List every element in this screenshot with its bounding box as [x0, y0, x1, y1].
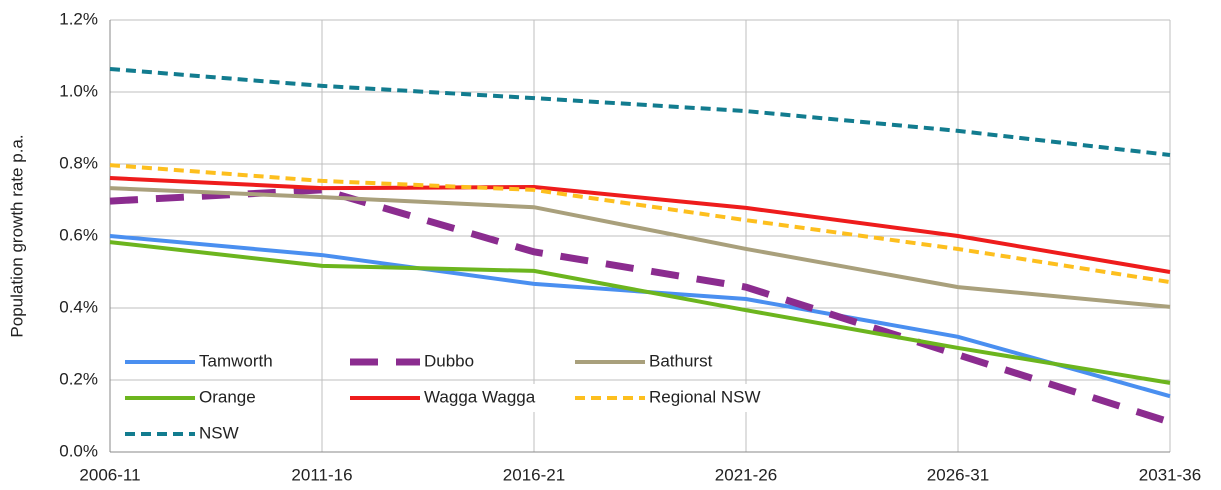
series-line	[109, 66, 1171, 157]
legend-label: Bathurst	[649, 351, 713, 370]
x-tick-label: 2021-26	[715, 465, 777, 484]
legend-label: Orange	[199, 387, 256, 406]
y-tick-label: 0.4%	[59, 297, 98, 316]
y-tick-label: 0.0%	[59, 441, 98, 460]
series-line	[109, 176, 1171, 274]
y-tick-label: 1.0%	[59, 81, 98, 100]
x-tick-label: 2016-21	[503, 465, 565, 484]
y-axis-label: Population growth rate p.a.	[7, 134, 26, 337]
x-tick-label: 2011-16	[291, 465, 352, 484]
legend-label: Dubbo	[424, 351, 474, 370]
y-tick-label: 0.2%	[59, 369, 98, 388]
y-tick-label: 0.8%	[59, 153, 98, 172]
y-tick-label: 1.2%	[59, 9, 98, 28]
x-tick-label: 2006-11	[79, 465, 140, 484]
y-tick-label: 0.6%	[59, 225, 98, 244]
legend-label: NSW	[199, 423, 239, 442]
legend-label: Regional NSW	[649, 387, 761, 406]
legend-bg	[571, 384, 771, 412]
legend-label: Tamworth	[199, 351, 273, 370]
legend-label: Wagga Wagga	[424, 387, 536, 406]
series-line	[109, 186, 1171, 309]
series-line	[109, 163, 1171, 285]
x-tick-label: 2031-36	[1139, 465, 1201, 484]
x-tick-label: 2026-31	[927, 465, 989, 484]
series-line	[109, 240, 1171, 385]
